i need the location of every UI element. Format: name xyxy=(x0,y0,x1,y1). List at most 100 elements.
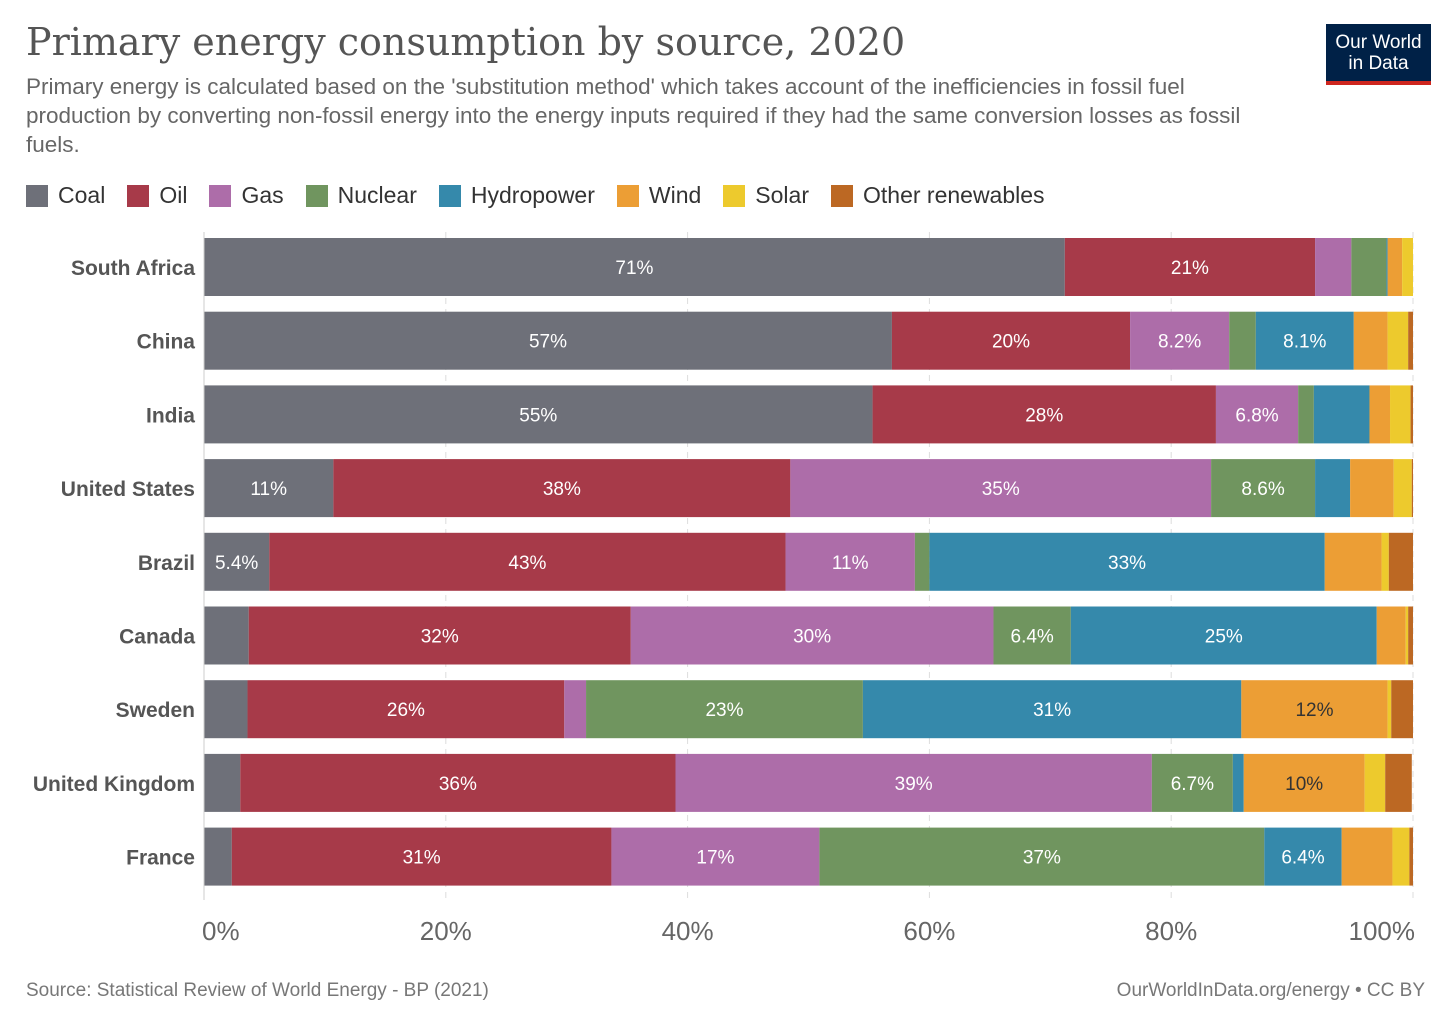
bar-segment-other-renewables[interactable] xyxy=(1391,680,1413,739)
bar-segment-gas[interactable] xyxy=(611,827,820,886)
bar-segment-wind[interactable] xyxy=(1387,238,1403,296)
x-tick-label: 0% xyxy=(202,916,240,946)
bar-segment-hydropower[interactable] xyxy=(1255,311,1354,370)
x-tick-label: 80% xyxy=(1145,916,1197,946)
owid-logo[interactable]: Our World in Data xyxy=(1326,24,1431,85)
bar-segment-oil[interactable] xyxy=(333,459,791,518)
data-label: 8.1% xyxy=(1283,332,1326,353)
bar-segment-other-renewables[interactable] xyxy=(1409,827,1413,886)
bar-segment-oil[interactable] xyxy=(231,827,612,886)
bar-segment-gas[interactable] xyxy=(630,606,994,665)
bar-segment-oil[interactable] xyxy=(240,753,676,812)
bar-segment-nuclear[interactable] xyxy=(1351,238,1387,296)
bar-segment-coal[interactable] xyxy=(204,238,1065,296)
bar-segment-wind[interactable] xyxy=(1376,606,1406,665)
legend-item-solar[interactable]: Solar xyxy=(723,182,809,209)
bar-segment-wind[interactable] xyxy=(1243,753,1365,812)
bar-segment-coal[interactable] xyxy=(204,827,232,886)
legend-swatch-gas xyxy=(209,184,232,207)
legend-swatch-solar xyxy=(723,184,746,207)
bar-segment-solar[interactable] xyxy=(1392,827,1410,886)
bar-segment-nuclear[interactable] xyxy=(1229,311,1256,370)
bar-segment-hydropower[interactable] xyxy=(1315,459,1351,518)
bar-segment-other-renewables[interactable] xyxy=(1408,311,1413,370)
bar-segment-wind[interactable] xyxy=(1353,311,1388,370)
bar-segment-other-renewables[interactable] xyxy=(1408,606,1413,665)
legend-item-coal[interactable]: Coal xyxy=(26,182,105,209)
bar-segment-nuclear[interactable] xyxy=(586,680,863,739)
bar-segment-other-renewables[interactable] xyxy=(1388,532,1413,591)
category-label: Brazil xyxy=(138,552,195,575)
bar-segment-hydropower[interactable] xyxy=(1313,385,1370,444)
legend-item-wind[interactable]: Wind xyxy=(616,182,702,209)
bar-segment-hydropower[interactable] xyxy=(1386,238,1388,296)
bar-segment-coal[interactable] xyxy=(204,680,248,739)
bar-segment-solar[interactable] xyxy=(1402,238,1413,296)
bar-segment-nuclear[interactable] xyxy=(1298,385,1314,444)
data-label: 23% xyxy=(705,700,743,721)
bar-segment-oil[interactable] xyxy=(248,606,631,665)
bar-segment-gas[interactable] xyxy=(1215,385,1299,444)
bar-segment-nuclear[interactable] xyxy=(1211,459,1316,518)
credit-note[interactable]: OurWorldInData.org/energy • CC BY xyxy=(1116,980,1425,1001)
bar-segment-gas[interactable] xyxy=(675,753,1152,812)
bar-segment-wind[interactable] xyxy=(1341,827,1393,886)
bar-segment-nuclear[interactable] xyxy=(914,532,930,591)
legend-item-hydropower[interactable]: Hydropower xyxy=(438,182,595,209)
bar-segment-hydropower[interactable] xyxy=(1232,753,1244,812)
legend-item-oil[interactable]: Oil xyxy=(127,182,187,209)
legend-label-wind: Wind xyxy=(648,182,702,208)
legend-item-gas[interactable]: Gas xyxy=(209,182,284,209)
bar-segment-nuclear[interactable] xyxy=(993,606,1071,665)
bar-segment-coal[interactable] xyxy=(204,606,249,665)
bar-segment-solar[interactable] xyxy=(1390,385,1411,444)
bar-segment-gas[interactable] xyxy=(785,532,915,591)
bar-segment-hydropower[interactable] xyxy=(862,680,1242,739)
bar-segment-wind[interactable] xyxy=(1350,459,1394,518)
bar-segment-hydropower[interactable] xyxy=(929,532,1325,591)
bar-segment-coal[interactable] xyxy=(204,385,873,444)
bar-segment-oil[interactable] xyxy=(891,311,1131,370)
bar-segment-solar[interactable] xyxy=(1393,459,1412,518)
legend-item-other-renewables[interactable]: Other renewables xyxy=(831,182,1045,209)
data-label: 36% xyxy=(439,774,477,795)
bar-segment-gas[interactable] xyxy=(790,459,1212,518)
bar-segment-nuclear[interactable] xyxy=(1151,753,1233,812)
data-label: 55% xyxy=(519,405,557,426)
data-label: 35% xyxy=(982,479,1020,500)
bar-segment-gas[interactable] xyxy=(1315,238,1352,296)
bar-segment-wind[interactable] xyxy=(1241,680,1388,739)
bar-segment-oil[interactable] xyxy=(1064,238,1316,296)
data-label: 28% xyxy=(1025,405,1063,426)
bar-segment-solar[interactable] xyxy=(1381,532,1389,591)
category-label: China xyxy=(137,331,196,354)
bar-segment-solar[interactable] xyxy=(1364,753,1386,812)
bar-segment-solar[interactable] xyxy=(1387,311,1409,370)
category-label: France xyxy=(126,847,195,870)
bar-segment-other-renewables[interactable] xyxy=(1385,753,1412,812)
bar-segment-coal[interactable] xyxy=(204,311,892,370)
bar-segment-oil[interactable] xyxy=(247,680,565,739)
bar-segment-coal[interactable] xyxy=(204,753,241,812)
bar-segment-gas[interactable] xyxy=(1130,311,1230,370)
bar-segment-oil[interactable] xyxy=(269,532,786,591)
bar-segment-wind[interactable] xyxy=(1324,532,1382,591)
bar-segment-other-renewables[interactable] xyxy=(1410,385,1413,444)
category-label: United Kingdom xyxy=(33,773,195,796)
bar-segment-gas[interactable] xyxy=(564,680,587,739)
bar-segment-wind[interactable] xyxy=(1369,385,1391,444)
data-label: 31% xyxy=(1033,700,1071,721)
bar-segment-coal[interactable] xyxy=(204,532,270,591)
bar-segment-solar[interactable] xyxy=(1405,606,1409,665)
chart-legend: Coal Oil Gas Nuclear Hydropower Wind Solar Othe… xyxy=(26,182,1067,209)
bar-segment-nuclear[interactable] xyxy=(819,827,1265,886)
category-label: Sweden xyxy=(116,699,195,722)
bar-segment-solar[interactable] xyxy=(1387,680,1392,739)
bar-segment-oil[interactable] xyxy=(872,385,1216,444)
bar-segment-other-renewables[interactable] xyxy=(1411,459,1413,518)
bar-segment-hydropower[interactable] xyxy=(1070,606,1377,665)
bar-segment-coal[interactable] xyxy=(204,459,334,518)
bar-segment-hydropower[interactable] xyxy=(1264,827,1342,886)
legend-item-nuclear[interactable]: Nuclear xyxy=(305,182,417,209)
